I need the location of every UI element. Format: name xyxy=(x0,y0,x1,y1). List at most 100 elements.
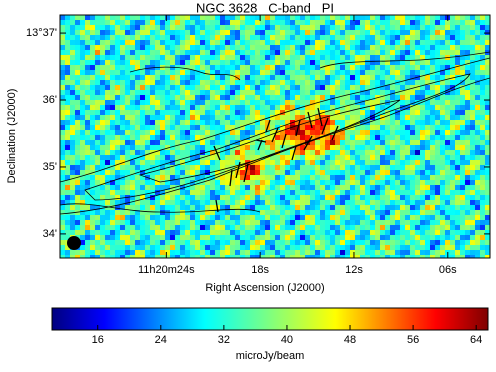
map-cell xyxy=(250,90,256,96)
map-cell xyxy=(280,30,286,36)
map-cell xyxy=(225,80,231,86)
map-cell xyxy=(125,90,131,96)
map-cell xyxy=(75,40,81,46)
map-cell xyxy=(480,155,486,161)
map-cell xyxy=(130,115,136,121)
map-cell xyxy=(190,245,196,251)
map-cell xyxy=(60,75,66,81)
map-cell xyxy=(235,155,241,161)
map-cell xyxy=(200,100,206,106)
map-cell xyxy=(475,115,481,121)
map-cell xyxy=(150,230,156,236)
map-cell xyxy=(120,240,126,246)
map-cell xyxy=(250,40,256,46)
map-cell xyxy=(350,150,356,156)
map-cell xyxy=(245,185,251,191)
map-cell xyxy=(235,200,241,206)
map-cell xyxy=(140,180,146,186)
map-cell xyxy=(135,135,141,141)
map-cell xyxy=(285,220,291,226)
map-cell xyxy=(340,180,346,186)
map-cell xyxy=(410,90,416,96)
map-cell xyxy=(335,25,341,31)
map-cell xyxy=(450,150,456,156)
map-cell xyxy=(160,210,166,216)
map-cell xyxy=(315,235,321,241)
map-cell xyxy=(180,190,186,196)
map-cell xyxy=(465,165,471,171)
map-cell xyxy=(200,85,206,91)
map-cell xyxy=(125,135,131,141)
map-cell xyxy=(435,205,441,211)
map-cell xyxy=(415,60,421,66)
map-cell xyxy=(65,35,71,41)
map-cell xyxy=(325,70,331,76)
map-cell xyxy=(385,215,391,221)
map-cell xyxy=(375,200,381,206)
map-cell xyxy=(440,120,446,126)
map-cell xyxy=(450,95,456,101)
map-cell xyxy=(480,115,486,121)
map-cell xyxy=(470,130,476,136)
map-cell xyxy=(310,110,316,116)
map-cell xyxy=(295,100,301,106)
map-cell xyxy=(365,45,371,51)
map-cell xyxy=(110,80,116,86)
x-tick-label: 11h20m24s xyxy=(138,264,195,276)
map-cell xyxy=(470,245,476,251)
map-cell xyxy=(180,25,186,31)
map-cell xyxy=(220,115,226,121)
map-cell xyxy=(405,155,411,161)
map-cell xyxy=(270,20,276,26)
map-cell xyxy=(430,160,436,166)
map-cell xyxy=(360,235,366,241)
map-cell xyxy=(405,150,411,156)
map-cell xyxy=(175,120,181,126)
map-cell xyxy=(480,190,486,196)
map-cell xyxy=(100,115,106,121)
map-cell xyxy=(365,130,371,136)
map-cell xyxy=(225,25,231,31)
map-cell xyxy=(230,155,236,161)
map-cell xyxy=(275,250,281,256)
map-cell xyxy=(200,190,206,196)
map-cell xyxy=(480,200,486,206)
map-cell xyxy=(395,40,401,46)
map-cell xyxy=(360,165,366,171)
map-cell xyxy=(155,215,161,221)
map-cell xyxy=(430,100,436,106)
map-cell xyxy=(285,105,291,111)
map-cell xyxy=(130,90,136,96)
map-cell xyxy=(350,45,356,51)
map-cell xyxy=(115,225,121,231)
map-cell xyxy=(260,45,266,51)
map-cell xyxy=(405,200,411,206)
map-cell xyxy=(190,105,196,111)
map-cell xyxy=(145,15,151,21)
map-cell xyxy=(70,145,76,151)
map-cell xyxy=(435,45,441,51)
map-cell xyxy=(395,65,401,71)
map-cell xyxy=(450,70,456,76)
map-cell xyxy=(420,190,426,196)
map-cell xyxy=(85,20,91,26)
map-cell xyxy=(430,30,436,36)
map-cell xyxy=(260,225,266,231)
map-cell xyxy=(420,155,426,161)
map-cell xyxy=(400,170,406,176)
map-cell xyxy=(250,200,256,206)
map-cell xyxy=(65,55,71,61)
map-cell xyxy=(165,35,171,41)
map-cell xyxy=(135,50,141,56)
map-cell xyxy=(165,80,171,86)
map-cell xyxy=(245,25,251,31)
map-cell xyxy=(125,165,131,171)
map-cell xyxy=(235,15,241,21)
map-cell xyxy=(455,155,461,161)
map-cell xyxy=(65,45,71,51)
map-cell xyxy=(165,215,171,221)
map-cell xyxy=(480,25,486,31)
map-cell xyxy=(330,50,336,56)
map-cell xyxy=(360,200,366,206)
map-cell xyxy=(250,125,256,131)
